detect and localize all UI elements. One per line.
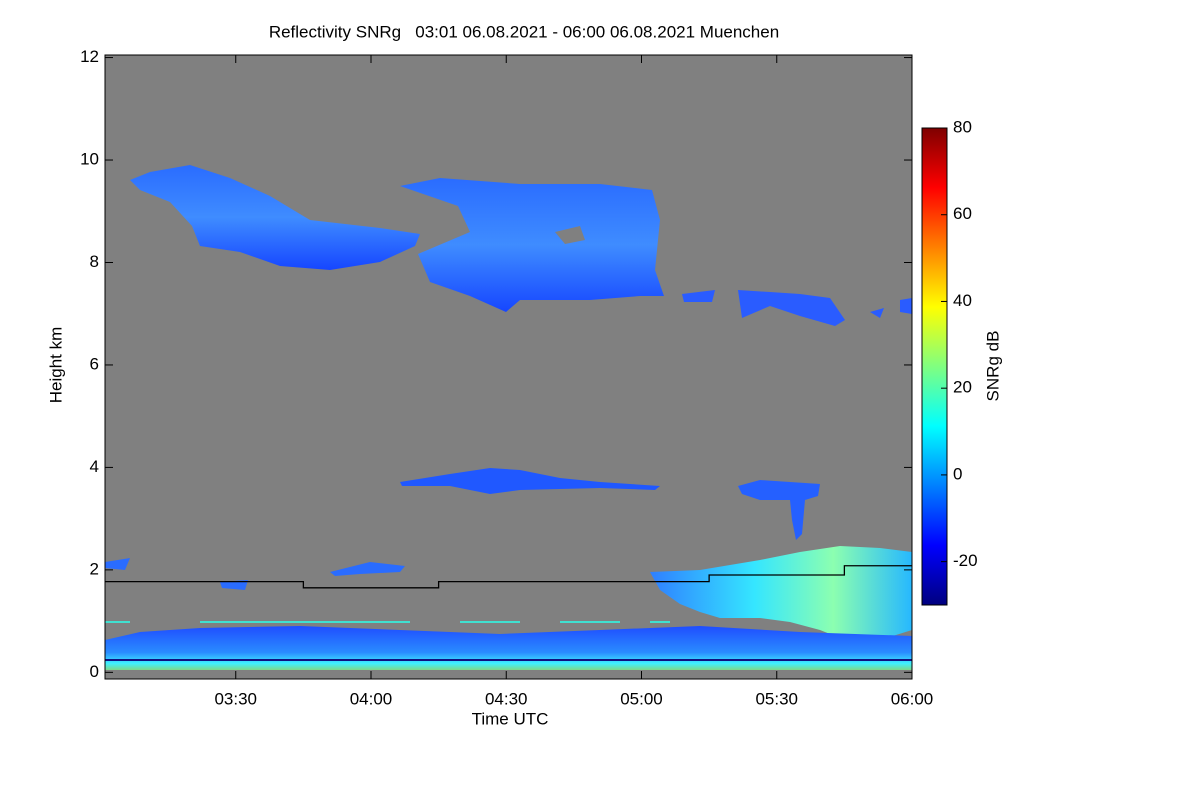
chart-title: Reflectivity SNRg 03:01 06.08.2021 - 06:… — [269, 22, 779, 41]
y-tick-label: 4 — [90, 457, 99, 476]
reflectivity-field — [105, 165, 912, 670]
x-axis-label: Time UTC — [472, 709, 549, 728]
colorbar — [921, 127, 948, 606]
colorbar-tick-label: 80 — [953, 117, 972, 136]
colorbar-label: SNRg dB — [983, 331, 1002, 402]
x-tick-label: 04:00 — [350, 689, 393, 708]
y-tick-label: 10 — [80, 150, 99, 169]
x-tick-label: 04:30 — [485, 689, 528, 708]
colorbar-tick-label: -20 — [953, 551, 978, 570]
y-tick-label: 6 — [90, 354, 99, 373]
colorbar-tick-label: 0 — [953, 464, 962, 483]
y-tick-label: 12 — [80, 47, 99, 66]
y-tick-label: 2 — [90, 559, 99, 578]
colorbar-tick-label: 40 — [953, 291, 972, 310]
plot-frame — [104, 54, 913, 680]
x-tick-label: 05:30 — [755, 689, 798, 708]
y-tick-label: 0 — [90, 662, 99, 681]
y-tick-label: 8 — [90, 252, 99, 271]
cloud-base-line — [105, 565, 912, 589]
axes — [105, 55, 913, 679]
x-tick-label: 03:30 — [214, 689, 257, 708]
x-tick-label: 05:00 — [620, 689, 663, 708]
colorbar-tick-label: 60 — [953, 204, 972, 223]
x-tick-label: 06:00 — [891, 689, 934, 708]
colorbar-tick-label: 20 — [953, 378, 972, 397]
y-axis-label: Height km — [46, 327, 65, 404]
